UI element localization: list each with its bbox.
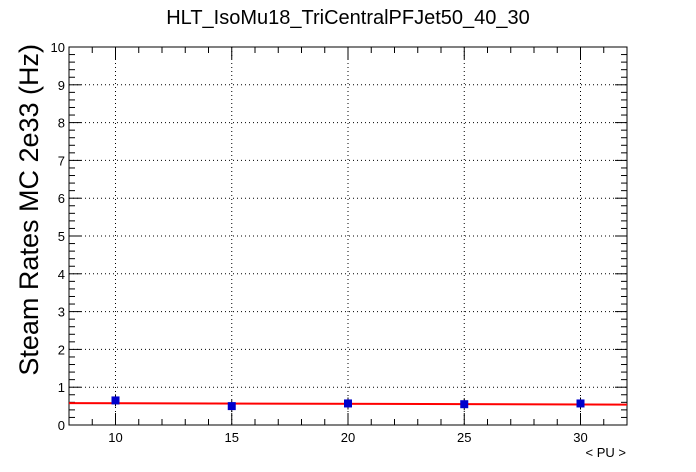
- chart-title: HLT_IsoMu18_TriCentralPFJet50_40_30: [166, 7, 530, 29]
- x-tick-label: 30: [573, 430, 587, 445]
- grid: [69, 47, 627, 425]
- x-tick-label: 15: [225, 430, 239, 445]
- data-point: [227, 402, 236, 411]
- x-tick-label: 20: [341, 430, 355, 445]
- data-point: [111, 396, 120, 405]
- data-points: [111, 394, 585, 413]
- y-tick-label: 0: [58, 418, 65, 433]
- tick-labels: 0 1 2 3 4 5 6 7 8 9 10 10 15 20 25 30: [51, 40, 588, 445]
- data-point: [460, 400, 469, 409]
- y-tick-label: 2: [58, 342, 65, 357]
- y-tick-label: 1: [58, 380, 65, 395]
- x-tick-label: 25: [457, 430, 471, 445]
- y-tick-label: 8: [58, 116, 65, 131]
- y-tick-label: 3: [58, 305, 65, 320]
- y-tick-label: 9: [58, 78, 65, 93]
- data-point: [344, 399, 352, 408]
- y-axis-label: Steam Rates MC 2e33 (Hz): [14, 44, 44, 376]
- y-tick-label: 5: [58, 229, 65, 244]
- y-tick-label: 10: [51, 40, 65, 55]
- x-axis-label: < PU >: [586, 445, 626, 460]
- data-point: [576, 399, 585, 408]
- y-tick-label: 7: [58, 153, 65, 168]
- ticks: [68, 46, 628, 426]
- y-tick-label: 6: [58, 191, 65, 206]
- x-tick-label: 10: [108, 430, 122, 445]
- y-tick-label: 4: [58, 267, 65, 282]
